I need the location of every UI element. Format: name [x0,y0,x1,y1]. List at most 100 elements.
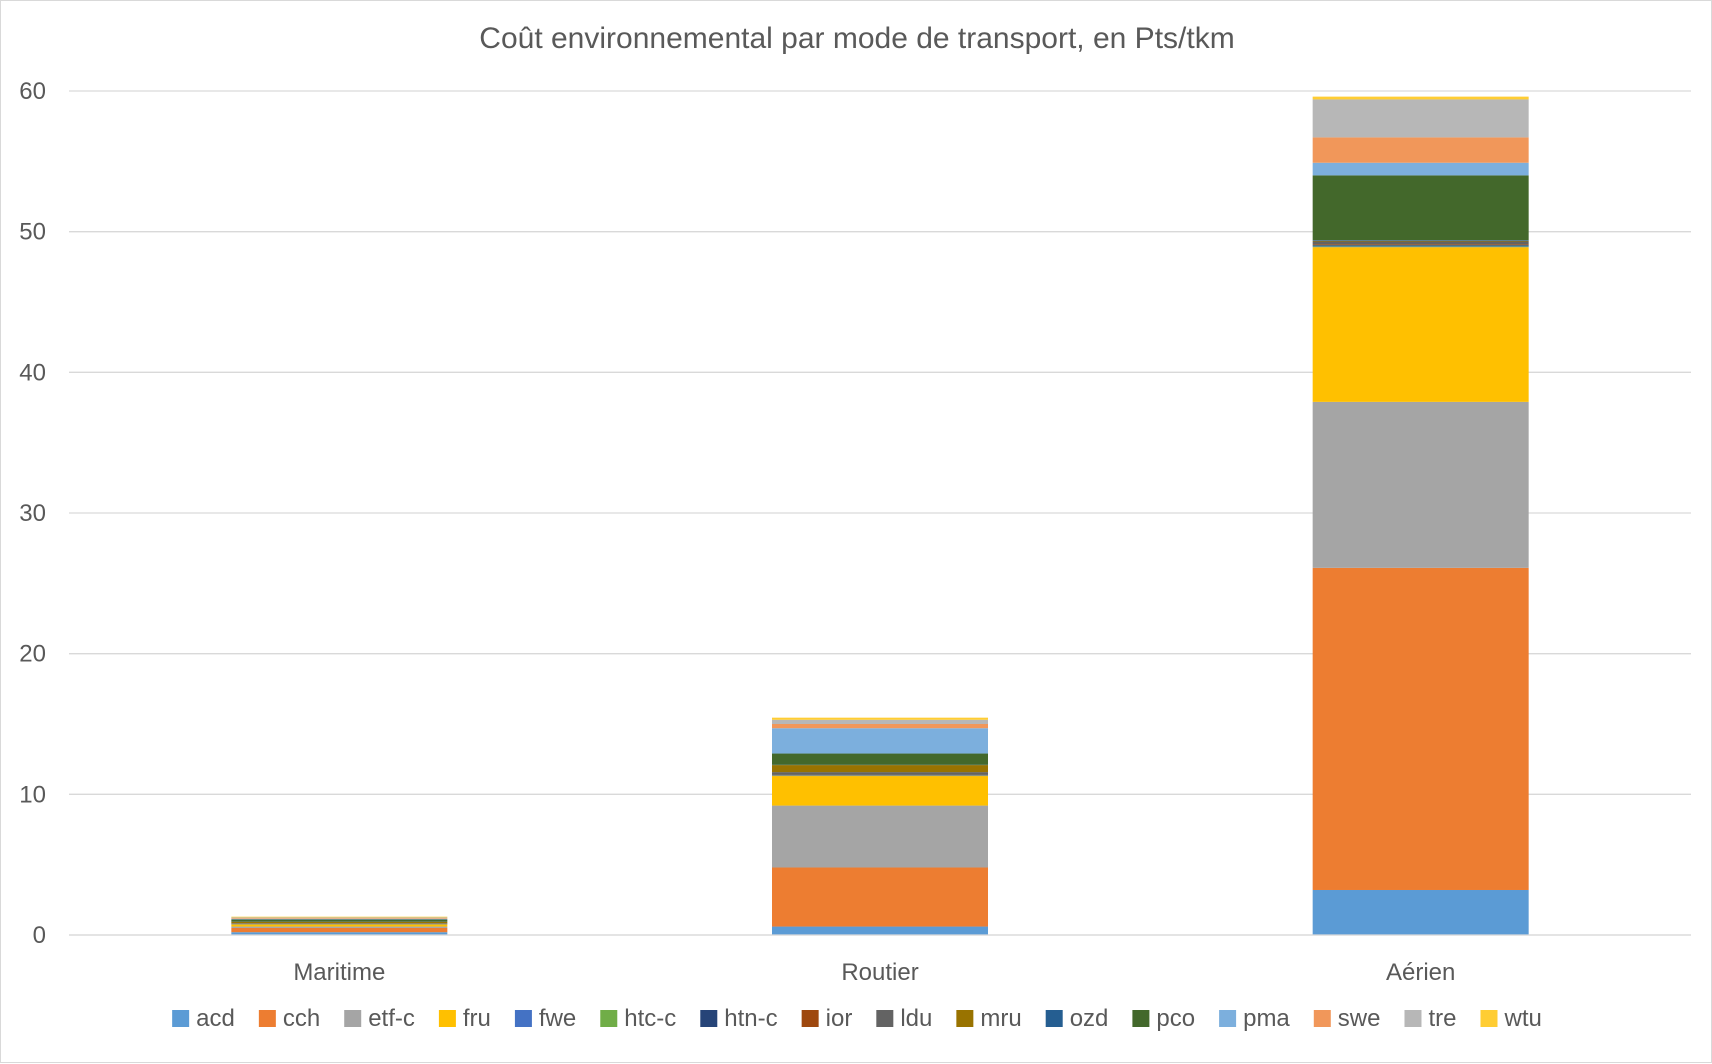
bar-segment-cch [772,867,988,926]
bar-segment-mru [231,922,447,923]
legend-swatch [1404,1010,1421,1027]
legend-item-ior: ior [802,1005,853,1032]
x-category-label: Aérien [1386,959,1455,986]
bar-segment-fru [1313,247,1529,402]
legend-swatch [876,1010,893,1027]
bar-segment-htn-c [1313,245,1529,246]
bar-segment-wtu [1313,97,1529,100]
legend-label: cch [283,1005,320,1032]
bar-segment-mru [1313,241,1529,242]
legend-item-wtu: wtu [1480,1005,1541,1032]
legend-label: pco [1156,1005,1195,1032]
bar-segment-ior [1313,244,1529,245]
bar-segment-wtu [231,917,447,918]
legend-item-acd: acd [172,1005,235,1032]
y-axis-tick-labels: 0 10 20 30 40 50 60 [19,78,46,949]
bar-segment-ozd [1313,240,1529,241]
y-tick-label: 10 [19,781,46,808]
legend-label: wtu [1503,1005,1541,1032]
legend-swatch [1046,1010,1063,1027]
legend-label: ior [826,1005,853,1032]
legend-label: pma [1243,1005,1290,1032]
legend-swatch [956,1010,973,1027]
legend-item-mru: mru [956,1005,1021,1032]
y-tick-label: 20 [19,641,46,668]
legend-label: etf-c [368,1005,415,1032]
bar-segment-swe [231,918,447,919]
bar-segment-pco [1313,175,1529,240]
bar-segment-acd [1313,890,1529,935]
legend-swatch [802,1010,819,1027]
legend-swatch [1219,1010,1236,1027]
y-tick-label: 30 [19,500,46,527]
legend-item-pma: pma [1219,1005,1290,1032]
bar-segment-pma [772,728,988,753]
legend-swatch [439,1010,456,1027]
x-axis: Maritime Routier Aérien [69,935,1691,986]
bar-segment-ldu [772,772,988,775]
bar-segment-swe [1313,137,1529,162]
bar-segment-wtu [772,718,988,720]
legend-label: tre [1428,1005,1456,1032]
legend-item-htn-c: htn-c [700,1005,777,1032]
bar-segment-ldu [1313,242,1529,245]
legend-swatch [1132,1010,1149,1027]
legend-swatch [515,1010,532,1027]
legend-item-pco: pco [1132,1005,1195,1032]
y-tick-label: 50 [19,219,46,246]
y-tick-label: 0 [33,922,46,949]
legend-label: htc-c [624,1005,676,1032]
legend-swatch [344,1010,361,1027]
legend-swatch [1314,1010,1331,1027]
x-category-label: Maritime [293,959,385,986]
chart-title: Coût environnemental par mode de transpo… [479,22,1234,55]
bar-stack-aérien [1313,97,1529,935]
legend-label: htn-c [724,1005,777,1032]
bars [231,97,1528,935]
legend-item-fru: fru [439,1005,491,1032]
legend-item-ozd: ozd [1046,1005,1109,1032]
legend-item-cch: cch [259,1005,320,1032]
bar-segment-etf-c [1313,402,1529,568]
legend-label: swe [1338,1005,1381,1032]
bar-segment-tre [231,917,447,918]
bar-segment-pco [231,920,447,922]
legend-swatch [700,1010,717,1027]
legend-swatch [172,1010,189,1027]
legend-swatch [1480,1010,1497,1027]
legend-label: mru [980,1005,1021,1032]
legend-item-htc-c: htc-c [600,1005,676,1032]
legend: acd cch etf-c fru fwe htc-c htn-c ior ldu mru ozd p… [172,1005,1542,1032]
bar-stack-maritime [231,917,447,935]
bar-segment-fru [772,776,988,806]
legend-item-ldu: ldu [876,1005,932,1032]
bar-segment-etf-c [231,927,447,928]
bar-segment-fwe [1313,246,1529,247]
bar-segment-pco [772,754,988,765]
legend-label: ozd [1070,1005,1109,1032]
bar-segment-pma [231,919,447,920]
bar-segment-cch [231,928,447,932]
legend-swatch [600,1010,617,1027]
bar-stack-routier [772,718,988,935]
legend-label: acd [196,1005,235,1032]
bar-segment-tre [1313,99,1529,137]
legend-item-fwe: fwe [515,1005,576,1032]
legend-item-swe: swe [1314,1005,1381,1032]
legend-label: fwe [539,1005,576,1032]
bar-segment-mru [772,765,988,772]
bar-segment-acd [772,927,988,935]
y-tick-label: 40 [19,359,46,386]
legend-item-tre: tre [1404,1005,1456,1032]
bar-segment-pma [1313,163,1529,176]
legend-swatch [259,1010,276,1027]
bar-segment-htc-c [1313,246,1529,247]
legend-label: ldu [900,1005,932,1032]
bar-segment-fru [231,924,447,926]
bar-segment-etf-c [772,806,988,868]
x-category-label: Routier [841,959,918,986]
legend-label: fru [463,1005,491,1032]
y-tick-label: 60 [19,78,46,105]
